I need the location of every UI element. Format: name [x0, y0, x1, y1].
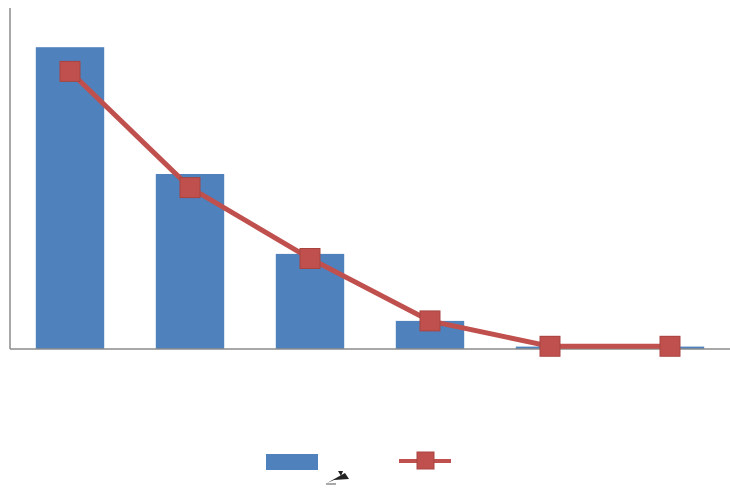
bar-1 — [35, 47, 105, 349]
legend — [266, 451, 451, 485]
line-point-1 — [59, 60, 81, 82]
line-series — [59, 60, 681, 357]
line-point-2 — [179, 177, 201, 199]
line-point-4 — [419, 310, 441, 332]
legend-swatch-bar — [266, 454, 318, 470]
series-line — [68, 69, 670, 349]
line-point-5 — [539, 335, 561, 357]
line-point-3 — [299, 248, 321, 269]
line-point-6 — [659, 335, 681, 357]
axes — [9, 8, 730, 350]
legend-swatch-line — [399, 451, 451, 470]
legend-glyph-icon — [326, 471, 349, 485]
bar-series — [35, 47, 705, 349]
